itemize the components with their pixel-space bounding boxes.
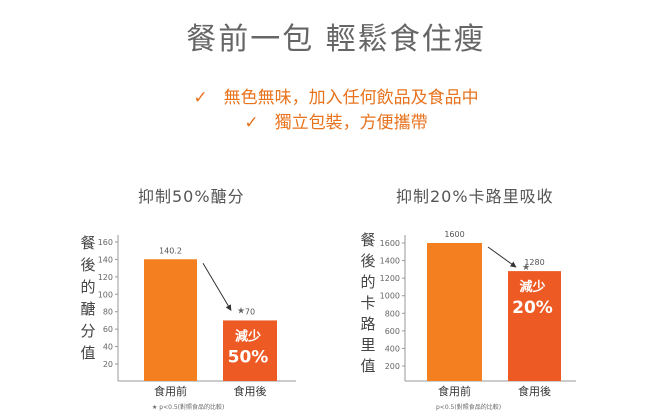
y-tick-label: 800 bbox=[385, 309, 400, 318]
y-tick-label: 400 bbox=[385, 344, 400, 353]
x-category-label: 食用前 bbox=[154, 384, 187, 398]
check-icon: ✓ bbox=[193, 88, 208, 108]
bar bbox=[144, 259, 197, 381]
feature-item: ✓ 無色無味，加入任何飲品及食品中 bbox=[0, 86, 672, 111]
ylabel-char: 值 bbox=[360, 357, 376, 375]
chart-2-ylabel: 餐後的卡路里值 bbox=[358, 230, 378, 377]
y-tick-label: 160 bbox=[98, 238, 113, 247]
ylabel-char: 值 bbox=[80, 344, 96, 362]
ylabel-char: 路 bbox=[360, 315, 376, 333]
ylabel-char: 的 bbox=[360, 273, 376, 291]
y-tick-label: 200 bbox=[385, 362, 400, 371]
reduction-arrow bbox=[202, 262, 232, 311]
ylabel-char: 後 bbox=[360, 252, 376, 270]
reduction-label-percent: 20% bbox=[512, 298, 553, 318]
ylabel-char: 後 bbox=[80, 256, 96, 274]
bar-value-label: 70 bbox=[245, 307, 255, 316]
y-tick-label: 140 bbox=[98, 255, 113, 264]
y-tick-label: 100 bbox=[98, 290, 113, 299]
y-tick-label: 80 bbox=[103, 308, 113, 317]
y-tick-label: 120 bbox=[98, 273, 113, 282]
y-tick-label: 1000 bbox=[380, 292, 400, 301]
bar-value-label: 140.2 bbox=[159, 246, 182, 255]
ylabel-char: 餐 bbox=[360, 231, 376, 249]
y-tick-label: 60 bbox=[103, 325, 113, 334]
chart-1-title: 抑制50%醣分 bbox=[138, 187, 245, 206]
x-category-label: 食用前 bbox=[438, 384, 471, 398]
x-category-label: 食用後 bbox=[234, 384, 267, 398]
ylabel-char: 的 bbox=[80, 278, 96, 296]
reduction-label-text: 減少 bbox=[235, 328, 261, 344]
reduction-arrow bbox=[487, 246, 517, 268]
star-icon: ★ bbox=[522, 263, 530, 273]
feature-list: ✓ 無色無味，加入任何飲品及食品中 ✓ 獨立包裝，方便攜帶 bbox=[0, 86, 672, 136]
bar-value-label: 1600 bbox=[444, 230, 464, 239]
check-icon: ✓ bbox=[244, 113, 259, 133]
star-icon: ★ bbox=[237, 306, 245, 316]
bar-value-label: 1280 bbox=[524, 258, 544, 267]
footnote: ★ p<0.5(對照食品的比較) bbox=[152, 403, 224, 411]
y-tick-label: 1400 bbox=[380, 257, 400, 266]
y-tick-label: 40 bbox=[103, 343, 113, 352]
ylabel-char: 餐 bbox=[80, 234, 96, 252]
ylabel-char: 卡 bbox=[360, 294, 376, 312]
y-tick-label: 1600 bbox=[380, 239, 400, 248]
y-tick-label: 20 bbox=[103, 360, 113, 369]
feature-text: 無色無味，加入任何飲品及食品中 bbox=[223, 88, 479, 108]
reduction-label-percent: 50% bbox=[228, 347, 269, 367]
ylabel-char: 分 bbox=[80, 322, 96, 340]
ylabel-char: 里 bbox=[360, 336, 376, 354]
chart-1-ylabel: 餐後的醣分值 bbox=[78, 232, 98, 364]
chart-2-title: 抑制20%卡路里吸收 bbox=[396, 187, 554, 206]
y-tick-label: 600 bbox=[385, 327, 400, 336]
x-category-label: 食用後 bbox=[518, 384, 551, 398]
feature-text: 獨立包裝，方便攜帶 bbox=[274, 113, 428, 133]
bar bbox=[508, 271, 561, 381]
footnote: p<0.5(對照食品的比較) bbox=[436, 403, 501, 411]
bar bbox=[427, 243, 482, 381]
y-tick-label: 1200 bbox=[380, 274, 400, 283]
headline: 餐前一包 輕鬆食住瘦 bbox=[186, 22, 486, 57]
feature-item: ✓ 獨立包裝，方便攜帶 bbox=[0, 111, 672, 136]
bar bbox=[223, 320, 277, 381]
ylabel-char: 醣 bbox=[80, 300, 96, 318]
reduction-label-text: 減少 bbox=[519, 279, 545, 295]
